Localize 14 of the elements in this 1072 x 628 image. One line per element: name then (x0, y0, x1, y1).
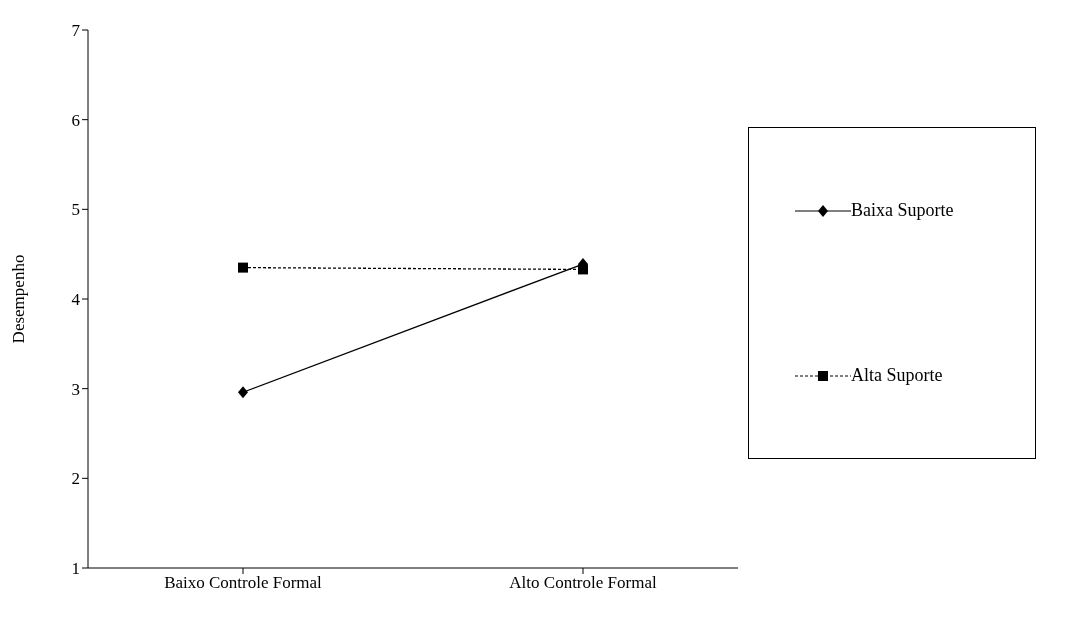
point (238, 262, 248, 273)
y-tick-label: 5 (71, 200, 80, 220)
x-tick-label: Baixo Controle Formal (164, 573, 323, 593)
y-tick-label: 7 (71, 21, 81, 41)
point (238, 386, 248, 399)
y-tick-label: 6 (71, 110, 80, 130)
y-tick-label: 2 (71, 469, 80, 489)
y-tick-label: 1 (71, 559, 80, 579)
y-axis-title: Desempenho (9, 254, 29, 344)
y-tick-label: 3 (71, 379, 80, 399)
legend-label: Alta Suporte (851, 365, 943, 386)
legend-label: Baixa Suporte (851, 200, 954, 221)
y-tick-label: 4 (71, 290, 81, 310)
x-tick-label: Alto Controle Formal (509, 573, 657, 593)
